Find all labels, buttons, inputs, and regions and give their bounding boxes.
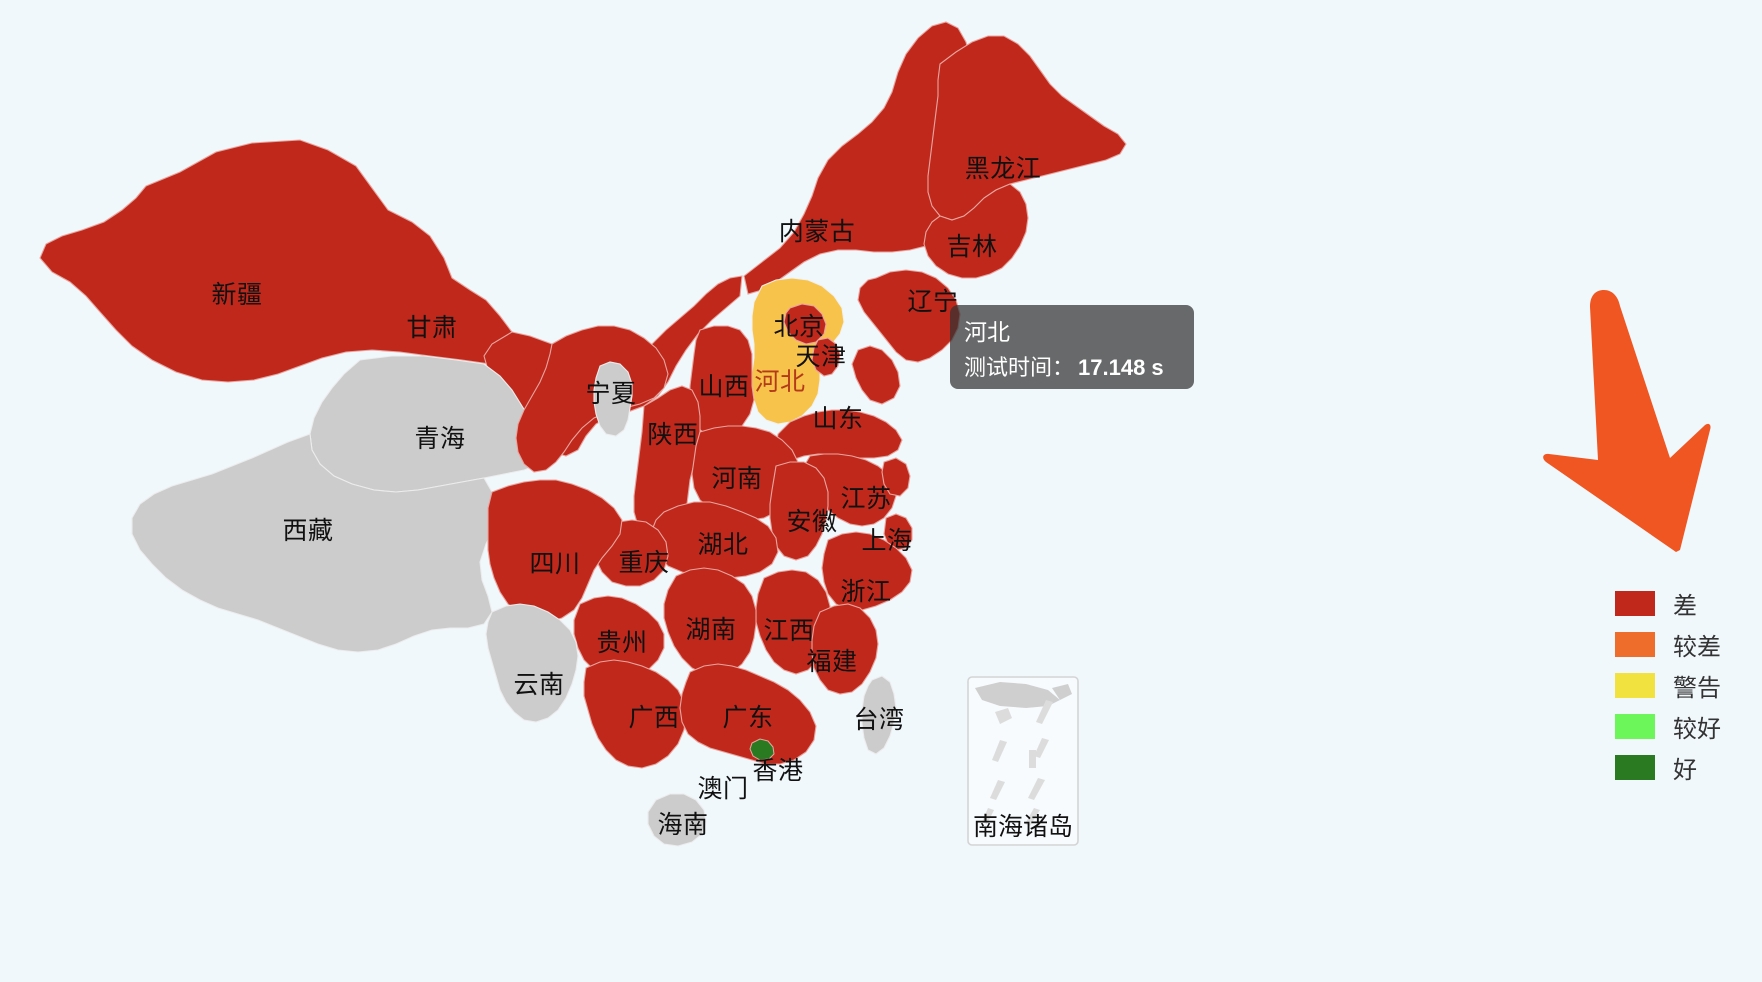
south-china-sea-inset-label: 南海诸岛 [972,813,1074,841]
region-tianjin[interactable] [811,337,841,377]
region-xinjiang[interactable] [39,139,521,383]
legend-item-good[interactable]: 好 [1615,747,1762,787]
region-shanghai[interactable] [883,513,913,551]
region-fujian[interactable] [811,603,879,695]
legend-item-warning[interactable]: 警告 [1615,665,1762,705]
legend-swatch-fairly-good [1615,713,1655,739]
region-hunan[interactable] [663,567,757,677]
legend-label-fairly-poor: 较差 [1673,633,1721,661]
legend-swatch-warning [1615,672,1655,698]
region-guizhou[interactable] [573,595,665,679]
region-jiangsu-coast[interactable] [881,457,911,497]
region-sichuan[interactable] [487,479,623,623]
map-legend: 差 较差 警告 较好 好 [1615,583,1762,788]
region-inner-mongolia-west[interactable] [515,325,669,473]
region-anhui[interactable] [769,461,829,561]
region-hainan[interactable] [647,793,707,847]
legend-swatch-poor [1615,590,1655,616]
legend-item-poor[interactable]: 差 [1615,583,1762,623]
region-yunnan[interactable] [485,603,579,723]
region-zhejiang[interactable] [821,531,913,611]
legend-label-warning: 警告 [1673,674,1721,702]
region-guangdong[interactable] [679,663,817,765]
legend-swatch-good [1615,754,1655,780]
region-heilongjiang[interactable] [927,35,1127,221]
region-jilin[interactable] [923,183,1029,279]
legend-label-poor: 差 [1673,592,1697,620]
legend-swatch-fairly-poor [1615,631,1655,657]
region-beijing[interactable] [783,303,827,345]
region-guangxi[interactable] [583,659,687,769]
legend-item-fairly-poor[interactable]: 较差 [1615,624,1762,664]
region-liaoning-peninsula[interactable] [851,345,901,405]
region-liaoning[interactable] [857,269,961,363]
region-hongkong[interactable] [749,738,775,761]
region-taiwan[interactable] [861,675,897,755]
south-china-sea-inset [967,676,1079,846]
legend-label-fairly-good: 较好 [1673,715,1721,743]
legend-item-fairly-good[interactable]: 较好 [1615,706,1762,746]
legend-label-good: 好 [1673,756,1697,784]
region-ningxia[interactable] [593,361,633,437]
region-tibet[interactable] [131,433,497,653]
